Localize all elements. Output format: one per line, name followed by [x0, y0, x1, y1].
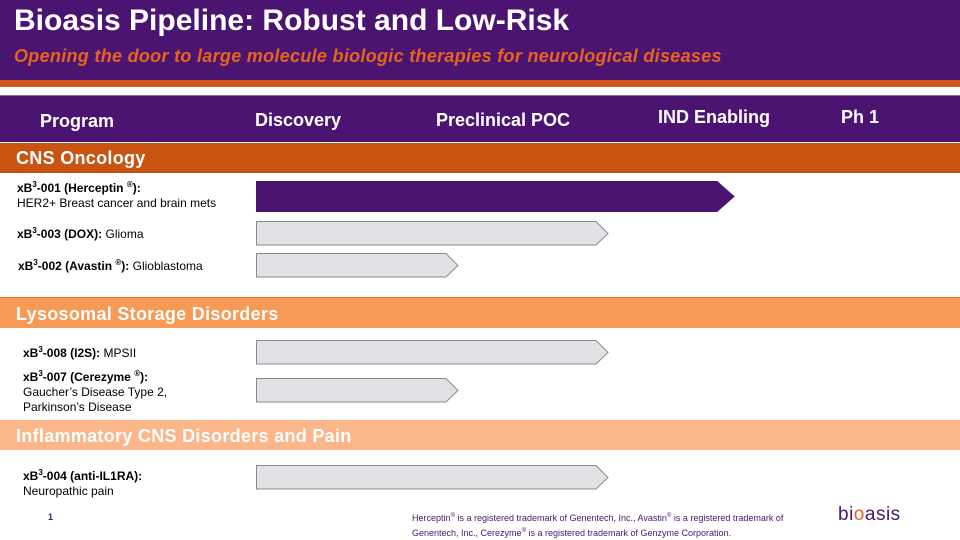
program-xb3-003: xB3-003 (DOX): Glioma [17, 226, 144, 242]
program-xb3-002: xB3-002 (Avastin ®): Glioblastoma [18, 258, 203, 274]
progress-bar-xb3-002 [256, 253, 462, 278]
column-preclinical: Preclinical POC [436, 110, 571, 130]
section-label-inflammatory: Inflammatory CNS Disorders and Pain [16, 426, 352, 446]
section-inflammatory [0, 420, 960, 450]
progress-bar-xb3-001 [256, 181, 736, 212]
page-number: 1 [48, 512, 54, 522]
program-xb3-004: xB3-004 (anti-IL1RA): Neuropathic pain [23, 468, 143, 499]
section-label-lysosomal: Lysosomal Storage Disorders [16, 304, 279, 324]
progress-bar-xb3-004 [256, 465, 612, 490]
progress-bar-xb3-008 [256, 340, 612, 365]
slide-subtitle: Opening the door to large molecule biolo… [14, 46, 722, 66]
column-ph1: Ph 1 [841, 107, 880, 127]
title-bar [0, 0, 960, 80]
section-label-cns-oncology: CNS Oncology [16, 148, 146, 168]
column-program: Program [40, 111, 115, 131]
bioasis-logo: bioasis [838, 504, 901, 525]
slide-title: Bioasis Pipeline: Robust and Low-Risk [14, 4, 570, 37]
column-ind-enabling: IND Enabling [658, 107, 770, 127]
program-xb3-001: xB3-001 (Herceptin ®): HER2+ Breast canc… [17, 180, 217, 211]
program-xb3-007: xB3-007 (Cerezyme ®): Gaucher’s Disease … [23, 369, 168, 415]
section-cns-oncology [0, 143, 960, 173]
pipeline-header-row [0, 95, 960, 142]
trademark-footnote: Herceptin® is a registered trademark of … [412, 513, 784, 538]
progress-bar-xb3-007 [256, 378, 462, 403]
column-discovery: Discovery [255, 110, 342, 130]
section-lysosomal [0, 297, 960, 328]
progress-bar-xb3-003 [256, 221, 612, 246]
title-stripe [0, 80, 960, 87]
program-xb3-008: xB3-008 (I2S): MPSII [23, 345, 137, 361]
